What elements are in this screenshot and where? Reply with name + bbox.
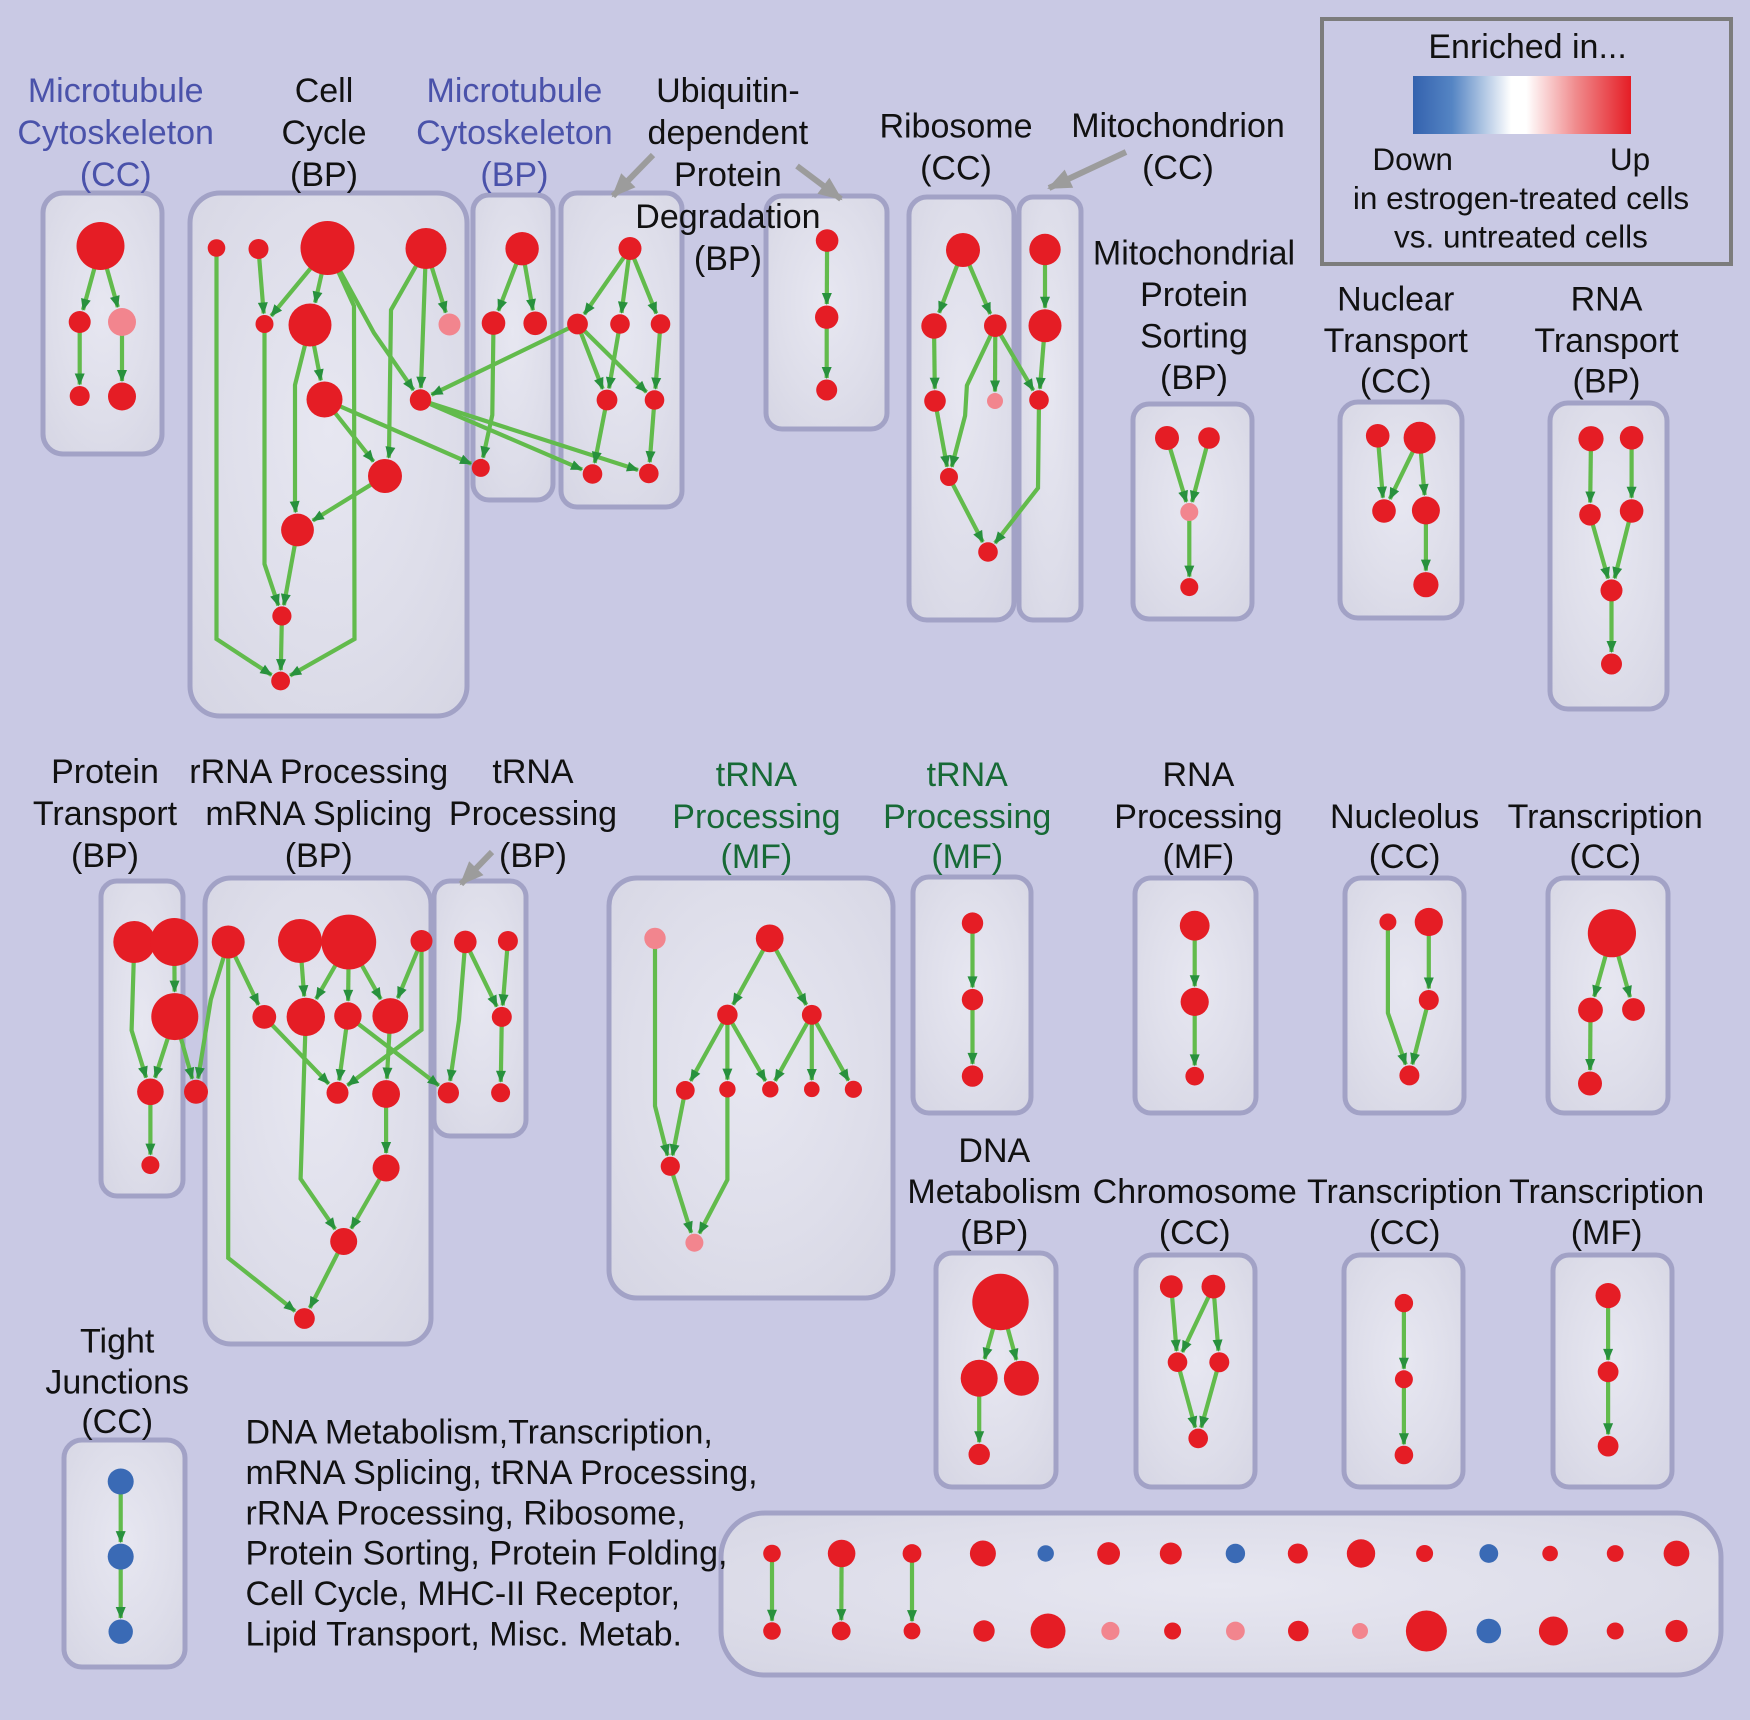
svg-text:Junctions: Junctions — [45, 1364, 189, 1402]
svg-text:Processing: Processing — [672, 798, 840, 836]
svg-text:(BP): (BP) — [1573, 363, 1641, 401]
svg-text:rRNA Processing, Ribosome,: rRNA Processing, Ribosome, — [246, 1494, 686, 1532]
svg-text:Mitochondrial: Mitochondrial — [1093, 234, 1295, 272]
svg-text:Sorting: Sorting — [1140, 318, 1248, 356]
svg-text:Nuclear: Nuclear — [1337, 281, 1454, 319]
svg-text:Cell: Cell — [295, 72, 354, 110]
svg-text:Degradation: Degradation — [635, 198, 820, 236]
svg-text:Down: Down — [1372, 141, 1453, 177]
svg-text:(CC): (CC) — [1369, 838, 1441, 876]
svg-text:(BP): (BP) — [1160, 359, 1228, 397]
svg-text:Lipid Transport, Misc. Metab.: Lipid Transport, Misc. Metab. — [246, 1616, 683, 1654]
svg-text:Up: Up — [1610, 141, 1650, 177]
svg-text:(MF): (MF) — [1163, 838, 1235, 876]
svg-text:Processing: Processing — [449, 795, 617, 833]
svg-text:(MF): (MF) — [1571, 1214, 1643, 1252]
svg-text:Enriched in...: Enriched in... — [1428, 28, 1626, 66]
svg-text:Cytoskeleton: Cytoskeleton — [17, 114, 214, 152]
svg-text:mRNA Splicing, tRNA Processing: mRNA Splicing, tRNA Processing, — [246, 1454, 758, 1492]
svg-text:Processing: Processing — [1114, 798, 1282, 836]
svg-text:(CC): (CC) — [1142, 149, 1214, 187]
svg-text:(CC): (CC) — [1360, 363, 1432, 401]
svg-text:(BP): (BP) — [694, 240, 762, 278]
svg-text:Metabolism: Metabolism — [907, 1173, 1081, 1211]
svg-text:Cell Cycle, MHC-II Receptor,: Cell Cycle, MHC-II Receptor, — [246, 1575, 681, 1613]
svg-text:vs. untreated cells: vs. untreated cells — [1394, 219, 1648, 255]
svg-text:Chromosome: Chromosome — [1093, 1173, 1297, 1211]
svg-text:Transport: Transport — [33, 795, 178, 833]
svg-text:Microtubule: Microtubule — [28, 72, 204, 110]
svg-text:tRNA: tRNA — [716, 756, 798, 794]
svg-text:(MF): (MF) — [721, 838, 793, 876]
svg-text:(CC): (CC) — [1569, 838, 1641, 876]
svg-text:Protein: Protein — [51, 753, 159, 791]
svg-text:Mitochondrion: Mitochondrion — [1071, 107, 1285, 145]
svg-text:(CC): (CC) — [81, 1403, 153, 1441]
svg-text:(BP): (BP) — [285, 837, 353, 875]
svg-text:dependent: dependent — [648, 114, 809, 152]
svg-text:Processing: Processing — [883, 798, 1051, 836]
svg-text:(CC): (CC) — [80, 156, 152, 194]
svg-text:in estrogen-treated cells: in estrogen-treated cells — [1353, 180, 1689, 216]
svg-text:Transport: Transport — [1534, 322, 1679, 360]
svg-text:(BP): (BP) — [480, 156, 548, 194]
svg-text:(BP): (BP) — [499, 837, 567, 875]
svg-text:Tight: Tight — [80, 1323, 155, 1361]
svg-text:Microtubule: Microtubule — [427, 72, 603, 110]
svg-text:Protein Sorting, Protein Foldi: Protein Sorting, Protein Folding, — [246, 1535, 728, 1573]
svg-text:Transcription: Transcription — [1307, 1173, 1502, 1211]
svg-text:(CC): (CC) — [1369, 1214, 1441, 1252]
svg-text:Protein: Protein — [1140, 276, 1248, 314]
svg-text:Cycle: Cycle — [281, 114, 366, 152]
svg-text:Transcription: Transcription — [1509, 1173, 1704, 1211]
svg-text:Ubiquitin-: Ubiquitin- — [656, 72, 800, 110]
svg-text:(CC): (CC) — [1159, 1214, 1231, 1252]
svg-text:tRNA: tRNA — [492, 753, 574, 791]
svg-text:Transport: Transport — [1324, 322, 1469, 360]
svg-text:Nucleolus: Nucleolus — [1330, 798, 1479, 836]
svg-text:Transcription: Transcription — [1508, 798, 1703, 836]
svg-text:tRNA: tRNA — [927, 756, 1009, 794]
svg-text:(BP): (BP) — [290, 156, 358, 194]
svg-text:Cytoskeleton: Cytoskeleton — [416, 114, 613, 152]
svg-text:DNA: DNA — [958, 1132, 1030, 1170]
svg-text:(BP): (BP) — [71, 837, 139, 875]
svg-text:RNA: RNA — [1163, 756, 1235, 794]
svg-text:rRNA Processing: rRNA Processing — [189, 753, 448, 791]
svg-text:(CC): (CC) — [920, 149, 992, 187]
svg-text:RNA: RNA — [1571, 281, 1643, 319]
svg-text:Ribosome: Ribosome — [879, 107, 1032, 145]
svg-text:(BP): (BP) — [960, 1214, 1028, 1252]
svg-text:(MF): (MF) — [931, 838, 1003, 876]
svg-text:Protein: Protein — [674, 156, 782, 194]
svg-text:DNA Metabolism,Transcription,: DNA Metabolism,Transcription, — [246, 1414, 713, 1452]
svg-text:mRNA Splicing: mRNA Splicing — [205, 795, 432, 833]
